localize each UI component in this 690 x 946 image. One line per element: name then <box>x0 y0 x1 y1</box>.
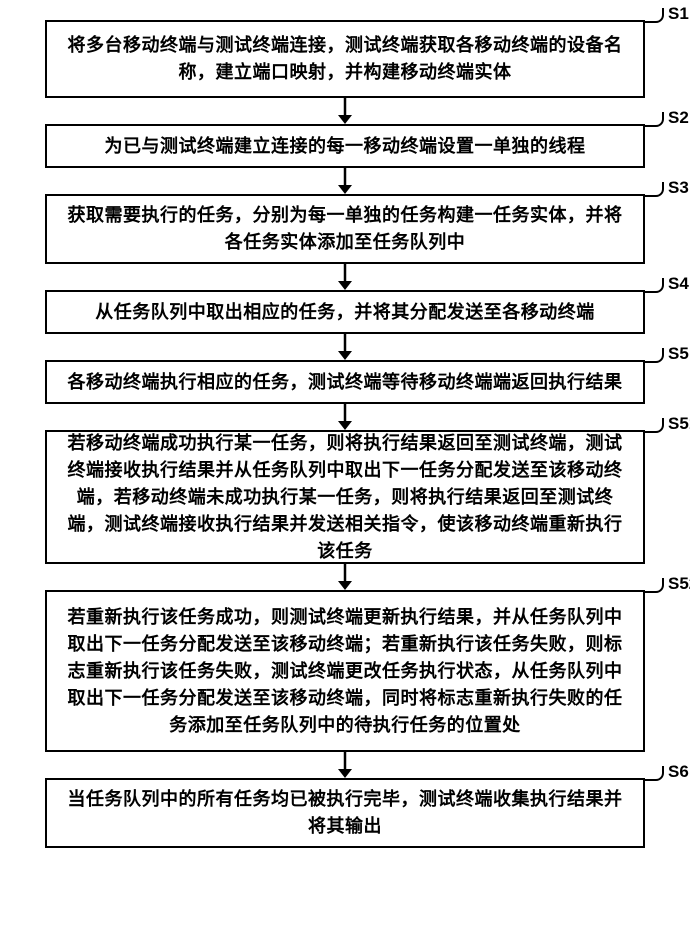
flow-step-S52: 若重新执行该任务成功，则测试终端更新执行结果，并从任务队列中取出下一任务分配发送… <box>45 590 645 752</box>
label-connector-S51 <box>643 416 667 434</box>
arrow-S52-to-S6 <box>330 751 360 779</box>
label-connector-S4 <box>643 276 667 294</box>
step-label-S2: S2 <box>668 108 689 128</box>
flow-step-text-S3: 获取需要执行的任务，分别为每一单独的任务构建一任务实体，并将各任务实体添加至任务… <box>59 202 631 256</box>
arrow-S2-to-S3 <box>330 167 360 195</box>
label-connector-S52 <box>643 576 667 594</box>
flow-step-S5: 各移动终端执行相应的任务，测试终端等待移动终端端返回执行结果 <box>45 360 645 404</box>
flow-step-text-S1: 将多台移动终端与测试终端连接，测试终端获取各移动终端的设备名称，建立端口映射，并… <box>59 32 631 86</box>
flowchart-canvas: 将多台移动终端与测试终端连接，测试终端获取各移动终端的设备名称，建立端口映射，并… <box>0 0 690 946</box>
step-label-S3: S3 <box>668 178 689 198</box>
label-connector-S1 <box>643 6 667 24</box>
flow-step-S2: 为已与测试终端建立连接的每一移动终端设置一单独的线程 <box>45 124 645 168</box>
arrow-S4-to-S5 <box>330 333 360 361</box>
flow-step-S1: 将多台移动终端与测试终端连接，测试终端获取各移动终端的设备名称，建立端口映射，并… <box>45 20 645 98</box>
flow-step-text-S52: 若重新执行该任务成功，则测试终端更新执行结果，并从任务队列中取出下一任务分配发送… <box>59 604 631 739</box>
arrow-S3-to-S4 <box>330 263 360 291</box>
flow-step-S6: 当任务队列中的所有任务均已被执行完毕，测试终端收集执行结果并将其输出 <box>45 778 645 848</box>
label-connector-S6 <box>643 764 667 782</box>
flow-step-S4: 从任务队列中取出相应的任务，并将其分配发送至各移动终端 <box>45 290 645 334</box>
step-label-S1: S1 <box>668 4 689 24</box>
label-connector-S2 <box>643 110 667 128</box>
step-label-S51: S51 <box>668 414 690 434</box>
step-label-S6: S6 <box>668 762 689 782</box>
label-connector-S3 <box>643 180 667 198</box>
flow-step-S3: 获取需要执行的任务，分别为每一单独的任务构建一任务实体，并将各任务实体添加至任务… <box>45 194 645 264</box>
step-label-S52: S52 <box>668 574 690 594</box>
flow-step-text-S5: 各移动终端执行相应的任务，测试终端等待移动终端端返回执行结果 <box>68 369 623 396</box>
flow-step-text-S2: 为已与测试终端建立连接的每一移动终端设置一单独的线程 <box>105 133 586 160</box>
flow-step-text-S4: 从任务队列中取出相应的任务，并将其分配发送至各移动终端 <box>95 299 595 326</box>
flow-step-text-S51: 若移动终端成功执行某一任务，则将执行结果返回至测试终端，测试终端接收执行结果并从… <box>59 430 631 565</box>
label-connector-S5 <box>643 346 667 364</box>
arrow-S5-to-S51 <box>330 403 360 431</box>
flow-step-text-S6: 当任务队列中的所有任务均已被执行完毕，测试终端收集执行结果并将其输出 <box>59 786 631 840</box>
step-label-S5: S5 <box>668 344 689 364</box>
flow-step-S51: 若移动终端成功执行某一任务，则将执行结果返回至测试终端，测试终端接收执行结果并从… <box>45 430 645 564</box>
arrow-S1-to-S2 <box>330 97 360 125</box>
step-label-S4: S4 <box>668 274 689 294</box>
arrow-S51-to-S52 <box>330 563 360 591</box>
